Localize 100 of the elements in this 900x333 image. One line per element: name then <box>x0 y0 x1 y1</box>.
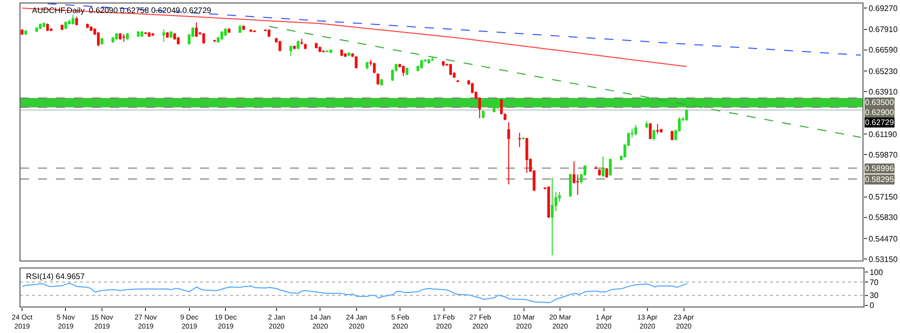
y-tick-label: 0.54470 <box>868 234 898 244</box>
candlestick <box>75 16 78 26</box>
candlestick <box>224 28 227 37</box>
candlestick <box>220 30 224 40</box>
candlestick <box>300 38 304 46</box>
candlestick <box>594 166 598 170</box>
candlestick <box>170 30 172 38</box>
candlestick <box>238 24 242 34</box>
y-tick-label: 0.69270 <box>868 4 898 13</box>
ref-line-label: 0.58295 <box>865 175 894 184</box>
candlestick <box>645 120 648 128</box>
candlestick <box>50 28 53 32</box>
line-series <box>22 8 688 68</box>
candlestick <box>24 30 28 36</box>
ref-line-label: 0.63500 <box>865 98 894 107</box>
candlestick <box>518 132 521 148</box>
candlestick <box>115 32 118 40</box>
candlestick <box>96 32 100 47</box>
y-tick-label: 100 <box>870 268 884 277</box>
candlestick <box>456 79 460 82</box>
candlestick <box>20 28 24 36</box>
candlestick <box>569 173 572 198</box>
candlestick <box>402 65 405 77</box>
candlestick <box>166 32 169 38</box>
candlestick <box>148 32 151 38</box>
y-tick-label: 0.65230 <box>868 66 898 76</box>
ref-line-label: 0.58996 <box>865 164 894 173</box>
y-tick-label: 0.55830 <box>868 213 898 222</box>
y-tick-label: 0.67910 <box>868 25 898 34</box>
y-tick-label: 0.63910 <box>868 87 898 96</box>
candlestick <box>162 28 166 42</box>
candlestick <box>354 56 358 70</box>
candlestick <box>278 40 282 52</box>
ref-line-label: 0.62900 <box>865 108 894 117</box>
y-tick-label: 0.66590 <box>868 46 898 55</box>
candlestick <box>547 186 550 218</box>
candlestick <box>126 32 129 40</box>
candlestick <box>652 129 656 141</box>
candlestick <box>685 109 688 122</box>
candlestick <box>431 56 434 62</box>
candlestick <box>420 59 423 70</box>
y-tick-label: 70 <box>870 278 880 287</box>
candlestick <box>46 23 49 32</box>
candlestick <box>296 40 300 50</box>
candlestick <box>268 28 270 38</box>
candlestick <box>482 110 485 119</box>
candlestick <box>634 124 638 136</box>
candlestick <box>228 28 230 34</box>
candlestick <box>602 156 604 178</box>
candlestick <box>522 136 525 140</box>
candlestick <box>318 46 322 53</box>
candlestick <box>173 32 176 40</box>
candlestick <box>525 138 528 174</box>
candlestick <box>64 21 68 30</box>
y-tick-label: 0.57150 <box>868 192 898 202</box>
line-series <box>22 282 688 304</box>
candlestick <box>366 61 368 70</box>
candlestick <box>507 122 510 185</box>
candlestick <box>598 168 601 176</box>
candlestick <box>289 45 292 57</box>
candlestick <box>406 66 408 76</box>
y-tick-label: 0.59870 <box>868 150 898 160</box>
candlestick <box>344 52 347 58</box>
candlestick <box>380 78 383 86</box>
candlestick <box>151 32 154 37</box>
candlestick <box>100 37 104 46</box>
annotation: RSI(14) 64.9657 <box>26 272 86 281</box>
candlestick <box>86 23 89 29</box>
candlestick <box>72 14 74 25</box>
candlestick <box>140 30 144 38</box>
candlestick <box>136 30 140 38</box>
candlestick <box>648 122 652 139</box>
candlestick <box>60 24 64 31</box>
candlestick <box>449 63 452 76</box>
candlestick <box>195 22 198 38</box>
candlestick <box>656 123 659 134</box>
candlestick <box>293 45 296 50</box>
candlestick <box>605 168 608 178</box>
candlestick <box>314 42 318 49</box>
y-tick-label: 30 <box>870 291 880 300</box>
candlestick <box>242 24 245 31</box>
candlestick <box>118 32 122 40</box>
candlestick <box>372 62 376 74</box>
y-tick-label: 0.53150 <box>868 254 898 264</box>
candlestick <box>38 23 42 30</box>
candlestick <box>496 98 500 110</box>
candlestick <box>112 36 114 44</box>
candlestick <box>122 33 126 42</box>
candlestick <box>492 100 496 113</box>
candlestick <box>550 177 554 256</box>
candlestick <box>304 43 307 50</box>
y-tick-label: 0.61190 <box>868 130 898 139</box>
candlestick <box>144 32 147 34</box>
candlestick <box>90 26 92 32</box>
candlestick <box>326 50 329 53</box>
candlestick <box>376 72 380 86</box>
candlestick <box>42 22 46 28</box>
candlestick <box>442 60 445 68</box>
candlestick <box>670 130 674 141</box>
y-tick-label: 0 <box>870 301 875 310</box>
